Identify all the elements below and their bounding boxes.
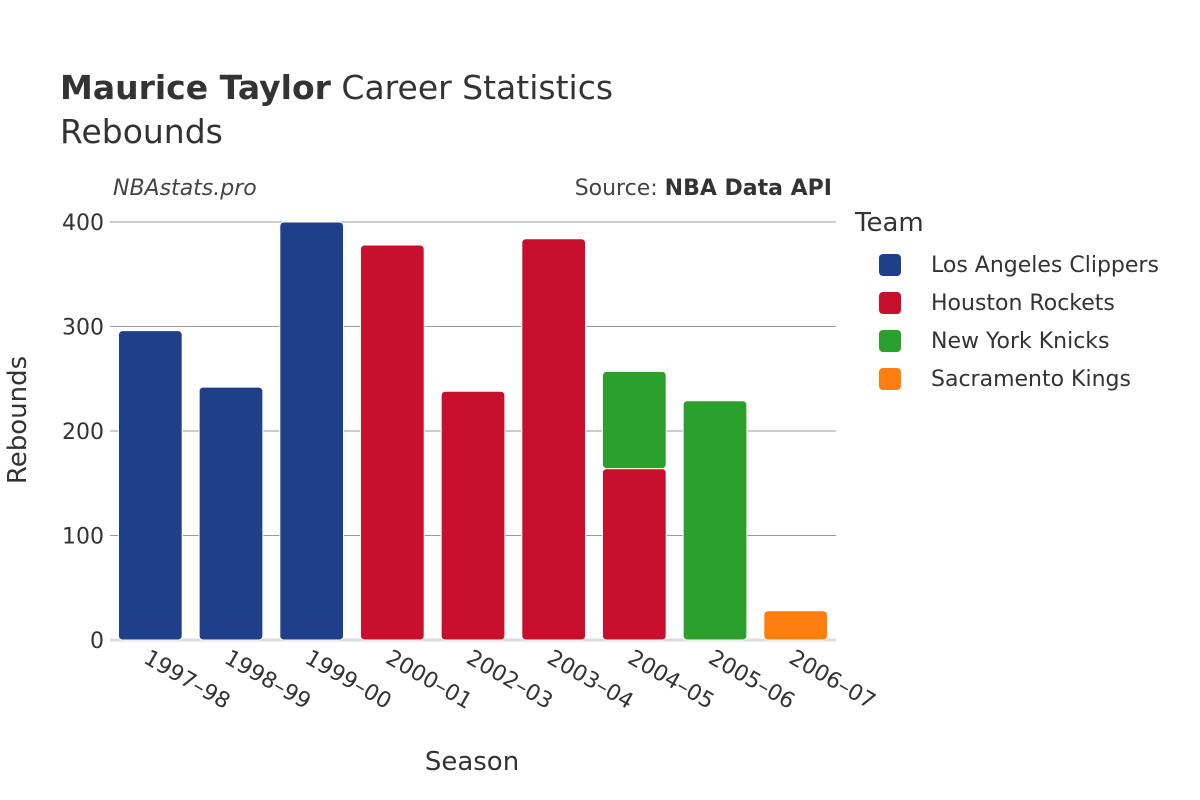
legend-label: Houston Rockets xyxy=(931,290,1115,316)
x-tick-label: 1999–00 xyxy=(301,646,396,715)
y-axis-label: Rebounds xyxy=(3,356,33,484)
legend-item[interactable]: New York Knicks xyxy=(855,322,1159,360)
legend-items: Los Angeles Clippers Houston Rockets New Y… xyxy=(855,246,1159,398)
x-tick-label: 2005–06 xyxy=(704,646,799,715)
x-axis-label: Season xyxy=(425,747,519,777)
bar-los-angeles-clippers[interactable] xyxy=(279,221,345,641)
x-tick-label: 2000–01 xyxy=(381,646,476,715)
bar-houston-rockets[interactable] xyxy=(521,238,587,641)
legend-label: New York Knicks xyxy=(931,328,1110,354)
bar-houston-rockets[interactable] xyxy=(359,244,425,641)
legend-item[interactable]: Sacramento Kings xyxy=(855,360,1159,398)
title-suffix: Career Statistics xyxy=(341,68,614,107)
x-tick-label: 2004–05 xyxy=(623,646,718,715)
y-tick-label: 0 xyxy=(90,629,104,654)
y-axis-ticks: 0 100 200 300 400 xyxy=(62,211,104,654)
bar-los-angeles-clippers[interactable] xyxy=(198,386,264,641)
bar-houston-rockets[interactable] xyxy=(440,390,506,641)
x-tick-label: 1998–99 xyxy=(220,646,315,715)
legend: Team Los Angeles Clippers Houston Rockets… xyxy=(855,208,1159,398)
source-credit: Source: NBA Data API xyxy=(575,176,832,201)
bar-new-york-knicks[interactable] xyxy=(682,400,748,641)
legend-title: Team xyxy=(855,208,924,238)
y-tick-label: 200 xyxy=(62,420,104,445)
x-tick-label: 2003–04 xyxy=(543,646,638,715)
bar-houston-rockets[interactable] xyxy=(601,468,667,641)
legend-label: Sacramento Kings xyxy=(931,366,1131,392)
player-name: Maurice Taylor xyxy=(60,68,331,107)
legend-swatch xyxy=(879,254,901,276)
chart-title: Maurice Taylor Career Statistics Rebound… xyxy=(60,66,613,154)
legend-item[interactable]: Los Angeles Clippers xyxy=(855,246,1159,284)
legend-item[interactable]: Houston Rockets xyxy=(855,284,1159,322)
title-line: Maurice Taylor Career Statistics xyxy=(60,66,613,110)
legend-swatch xyxy=(879,292,901,314)
bar-los-angeles-clippers[interactable] xyxy=(117,330,183,641)
legend-swatch xyxy=(879,330,901,352)
y-tick-label: 300 xyxy=(62,316,104,341)
bars xyxy=(117,221,829,641)
legend-label: Los Angeles Clippers xyxy=(931,252,1159,278)
source-name: NBA Data API xyxy=(664,176,832,201)
x-tick-label: 2006–07 xyxy=(785,646,880,715)
x-axis-ticks: 1997–981998–991999–002000–012002–032003–… xyxy=(139,646,879,715)
y-tick-label: 400 xyxy=(62,211,104,236)
y-tick-label: 100 xyxy=(62,525,104,550)
x-tick-label: 1997–98 xyxy=(139,646,234,715)
watermark: NBAstats.pro xyxy=(113,176,257,201)
legend-swatch xyxy=(879,368,901,390)
chart-subtitle: Rebounds xyxy=(60,112,223,151)
source-prefix: Source: xyxy=(574,176,665,201)
x-tick-label: 2002–03 xyxy=(462,646,557,715)
bar-sacramento-kings[interactable] xyxy=(763,610,829,641)
bar-new-york-knicks[interactable] xyxy=(601,370,667,470)
